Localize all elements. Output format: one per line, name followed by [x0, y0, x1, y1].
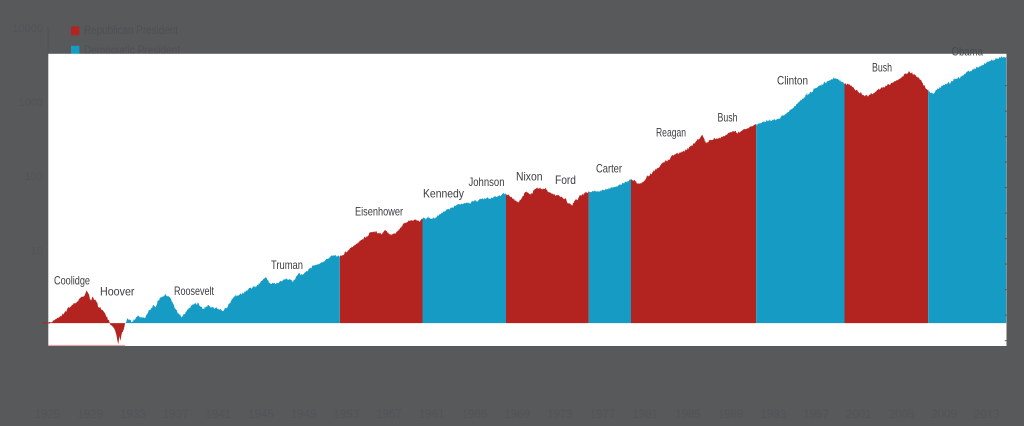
- svg-text:1997: 1997: [803, 409, 829, 421]
- svg-text:1929: 1929: [77, 409, 103, 421]
- svg-text:1969: 1969: [504, 409, 530, 421]
- svg-text:1953: 1953: [334, 409, 360, 421]
- svg-text:Nixon: Nixon: [516, 169, 543, 183]
- svg-text:Reagan: Reagan: [656, 126, 686, 140]
- svg-text:Carter: Carter: [596, 162, 622, 176]
- svg-text:1961: 1961: [419, 409, 445, 421]
- svg-text:1949: 1949: [291, 409, 317, 421]
- svg-text:100: 100: [25, 171, 43, 183]
- svg-text:Bush: Bush: [718, 111, 738, 125]
- svg-text:1965: 1965: [462, 409, 488, 421]
- svg-text:2005: 2005: [889, 409, 915, 421]
- svg-text:1989: 1989: [718, 409, 744, 421]
- svg-text:1957: 1957: [376, 409, 402, 421]
- svg-text:1933: 1933: [120, 409, 146, 421]
- svg-text:Ford: Ford: [555, 173, 576, 187]
- svg-text:10000: 10000: [12, 23, 43, 35]
- svg-text:Coolidge: Coolidge: [54, 274, 90, 288]
- svg-text:1977: 1977: [590, 409, 616, 421]
- svg-text:Clinton: Clinton: [777, 73, 808, 87]
- svg-text:Truman: Truman: [271, 258, 303, 272]
- svg-text:Bush: Bush: [872, 60, 892, 74]
- svg-text:Hoover: Hoover: [100, 285, 135, 299]
- svg-text:1937: 1937: [163, 409, 189, 421]
- svg-text:10: 10: [31, 246, 43, 258]
- svg-text:Kennedy: Kennedy: [423, 186, 464, 200]
- svg-text:1925: 1925: [35, 409, 61, 421]
- svg-text:1945: 1945: [248, 409, 274, 421]
- svg-text:2001: 2001: [846, 409, 872, 421]
- svg-text:2013: 2013: [974, 409, 1000, 421]
- svg-text:Johnson: Johnson: [469, 175, 505, 189]
- svg-text:1000: 1000: [19, 97, 43, 109]
- svg-text:1981: 1981: [633, 409, 659, 421]
- svg-text:Republican President: Republican President: [84, 25, 179, 37]
- svg-text:Roosevelt: Roosevelt: [174, 284, 214, 298]
- svg-text:Obama: Obama: [952, 44, 984, 58]
- svg-text:2009: 2009: [931, 409, 957, 421]
- svg-text:1985: 1985: [675, 409, 701, 421]
- svg-text:Eisenhower: Eisenhower: [355, 204, 403, 218]
- svg-text:1973: 1973: [547, 409, 573, 421]
- svg-text:1993: 1993: [761, 409, 787, 421]
- svg-text:1941: 1941: [206, 409, 232, 421]
